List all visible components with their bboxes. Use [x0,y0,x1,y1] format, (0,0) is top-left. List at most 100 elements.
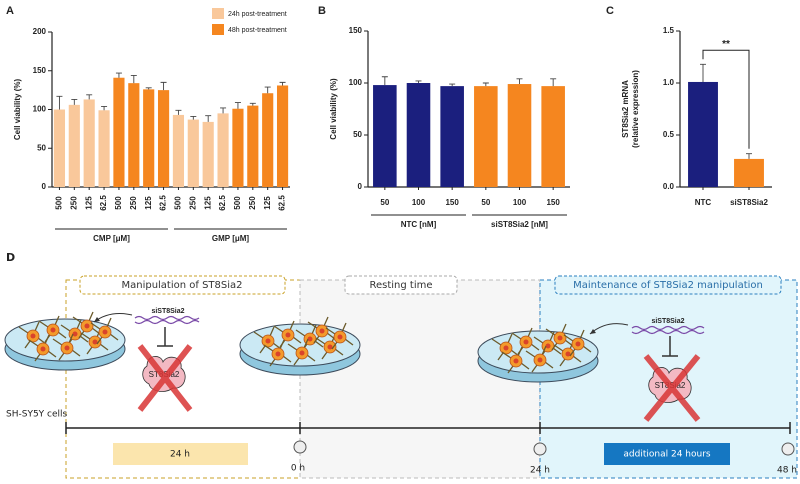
error-bar [381,76,388,86]
x-tick-label: 150 [546,198,560,207]
error-bar [249,102,256,106]
bar [68,104,80,187]
x-tick-label: 500 [55,196,64,210]
clock-icons [293,440,795,456]
x-tick-label: 100 [412,198,426,207]
x-tick-label: 250 [188,196,197,210]
error-bar [115,72,122,78]
bar [440,86,464,187]
error-bar [264,86,271,94]
sirna-label: siST8Sia2 [651,318,684,325]
inhibition [662,336,678,357]
legend-label: 48h post-treatment [228,27,287,34]
bar [247,105,259,187]
duration-label: additional 24 hours [623,450,710,460]
y-tick-label: 150 [349,26,363,35]
y-tick-label: 150 [33,66,47,75]
x-tick-label: 125 [203,196,212,210]
y-tick-label: 0 [42,182,47,191]
x-tick-label: 500 [114,196,123,210]
x-tick-label: 62.5 [218,195,227,211]
group-label: NTC [nM] [401,220,437,229]
significance-bracket [702,49,750,149]
bar [276,85,289,187]
x-tick-label: 62.5 [159,195,168,211]
y-tick-label: 200 [33,27,47,36]
y-axis-label: (relative expression) [631,70,640,148]
phase-label: Maintenance of ST8Sia2 manipulation [573,280,763,291]
error-bar [746,153,752,159]
y-tick-label: 100 [33,105,47,114]
x-tick-label: 125 [263,196,272,210]
bar [187,119,199,187]
sirna [134,315,200,325]
error-bar [220,107,227,114]
group-label: GMP [μM] [212,234,250,243]
error-bar [279,81,286,86]
x-tick-label: 100 [513,198,527,207]
timepoint-label: 48 h [777,466,797,476]
bar [172,114,185,187]
x-tick-label: 62.5 [99,195,108,211]
error-bar [700,63,706,82]
error-bar [145,87,152,90]
error-bar [415,80,422,83]
panel-label: B [318,5,326,17]
cross [137,344,193,412]
phase-tag [344,275,458,295]
error-bar [71,98,78,105]
duration-label: 24 h [170,450,190,460]
y-axis-label: Cell viability (%) [13,78,22,140]
x-tick-label: 500 [174,196,183,210]
arrowhead [94,317,100,322]
bar [232,108,244,187]
bar [113,77,125,187]
timepoint-label: 0 h [291,464,305,474]
error-bar [516,78,523,85]
y-tick-label: 100 [349,78,363,87]
legend-swatch [212,8,224,19]
bar [262,93,274,187]
x-tick-label: 125 [84,196,93,210]
error-bar [86,94,93,100]
x-tick-label: 250 [248,196,257,210]
timeline [65,422,791,434]
error-bar [234,102,241,109]
legend-label: 24h post-treatment [228,11,287,18]
error-bar [205,115,212,122]
panel-label: C [606,5,614,17]
x-tick-label: 125 [144,196,153,210]
y-tick-label: 50 [353,130,362,139]
error-bar [101,105,108,111]
error-bar [56,95,63,110]
group-label: CMP [μM] [93,234,130,243]
error-bar [160,81,167,91]
bar [406,83,431,187]
bar [53,109,66,187]
bar [507,84,532,187]
bar [98,110,110,187]
phase-tag [554,275,782,295]
y-axis-label: ST8Sia2 mRNA [621,80,630,138]
inhibition [157,327,173,347]
x-tick-label: 50 [380,198,389,207]
y-tick-label: 0 [358,182,363,191]
error-bar [482,82,489,87]
bar [541,86,565,187]
arrowhead [590,329,596,334]
duration-box [604,443,730,465]
error-bar [130,74,137,84]
sirna-label: siST8Sia2 [151,308,184,315]
x-tick-label: 250 [69,196,78,210]
y-tick-label: 0.0 [663,182,675,191]
panel-label: A [6,5,14,17]
bar [217,113,229,187]
bar [373,85,397,187]
duration-box [113,443,248,465]
bar [128,83,140,187]
phase-tag [79,275,286,295]
phase-label: Resting time [369,280,432,291]
bar [83,99,95,187]
x-tick-label: 62.5 [278,195,287,211]
